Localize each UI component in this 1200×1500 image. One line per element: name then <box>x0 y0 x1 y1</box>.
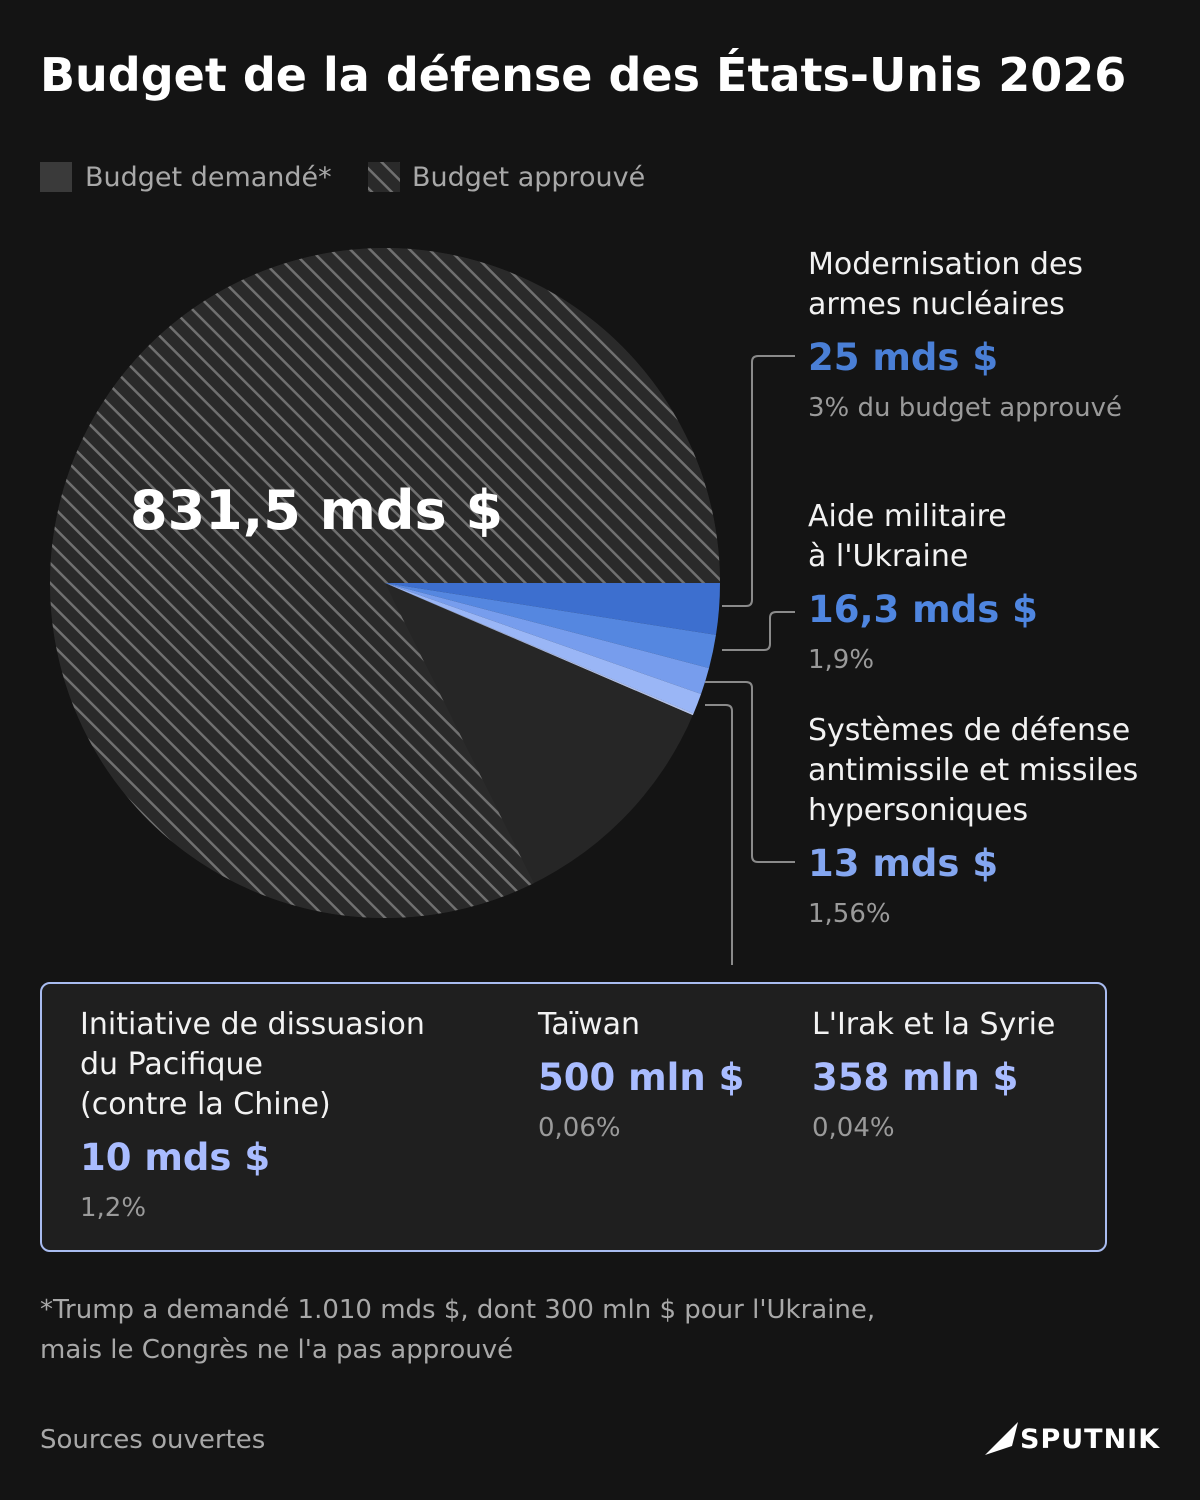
connector <box>705 704 733 965</box>
allocation-value: 10 mds $ <box>80 1136 271 1179</box>
allocation-name: Initiative de dissuasion du Pacifique (c… <box>80 1007 425 1122</box>
allocation-name: L'Irak et la Syrie <box>812 1007 1056 1042</box>
legend-label: Budget demandé* <box>85 162 332 193</box>
allocation-share: 0,04% <box>812 1113 895 1143</box>
allocation-share: 1,56% <box>808 899 891 929</box>
allocation: Initiative de dissuasion du Pacifique (c… <box>80 1005 425 1225</box>
pie-slice <box>385 583 710 695</box>
allocation: Modernisation des armes nucléaires 25 mds… <box>808 245 1122 425</box>
allocation-share: 1,9% <box>808 645 875 675</box>
legend-swatch <box>368 162 400 192</box>
allocation-name: Aide militaire à l'Ukraine <box>808 499 1007 574</box>
value-label: 831,5 mds $ <box>130 479 504 542</box>
footnote: *Trump a demandé 1.010 mds $, dont 300 m… <box>40 1295 876 1365</box>
connectors <box>705 355 795 965</box>
pie-slice <box>385 583 720 635</box>
title: Budget de la défense des États-Unis 2026 <box>40 48 1127 102</box>
allocation-value: 358 mln $ <box>812 1056 1019 1099</box>
allocation-share: 1,2% <box>80 1193 147 1223</box>
allocation-share: 3% du budget approuvé <box>808 393 1123 423</box>
allocation-value: 16,3 mds $ <box>808 588 1038 631</box>
pie-slice <box>385 583 702 714</box>
connector <box>705 681 795 863</box>
allocation-share: 0,06% <box>538 1113 621 1143</box>
allocation: Aide militaire à l'Ukraine 16,3 mds $ 1,9% <box>808 497 1038 677</box>
logo: SPUTNIK <box>1020 1424 1161 1455</box>
source: Sources ouvertes <box>40 1425 266 1455</box>
allocation-name: Modernisation des armes nucléaires <box>808 247 1084 322</box>
connector <box>722 355 795 607</box>
allocation-value: 25 mds $ <box>808 336 999 379</box>
allocation: L'Irak et la Syrie 358 mln $ 0,04% <box>812 1005 1055 1145</box>
pie-slice <box>385 583 694 716</box>
pie-slice <box>385 583 694 715</box>
legend-label: Budget approuvé <box>412 162 646 193</box>
legend-swatch <box>40 162 72 192</box>
pie <box>50 248 721 918</box>
pie-slice <box>385 583 716 669</box>
allocation: Systèmes de défense antimissile et missi… <box>808 711 1138 931</box>
legend <box>40 162 400 192</box>
connector <box>722 611 795 651</box>
allocation-value: 500 mln $ <box>538 1056 745 1099</box>
logo-icon <box>985 1422 1018 1455</box>
allocation-value: 13 mds $ <box>808 842 999 885</box>
allocation: Taïwan 500 mln $ 0,06% <box>538 1005 744 1145</box>
allocation-name: Taïwan <box>538 1007 641 1042</box>
allocation-name: Systèmes de défense antimissile et missi… <box>808 713 1139 828</box>
secondary-box <box>40 982 1107 1252</box>
